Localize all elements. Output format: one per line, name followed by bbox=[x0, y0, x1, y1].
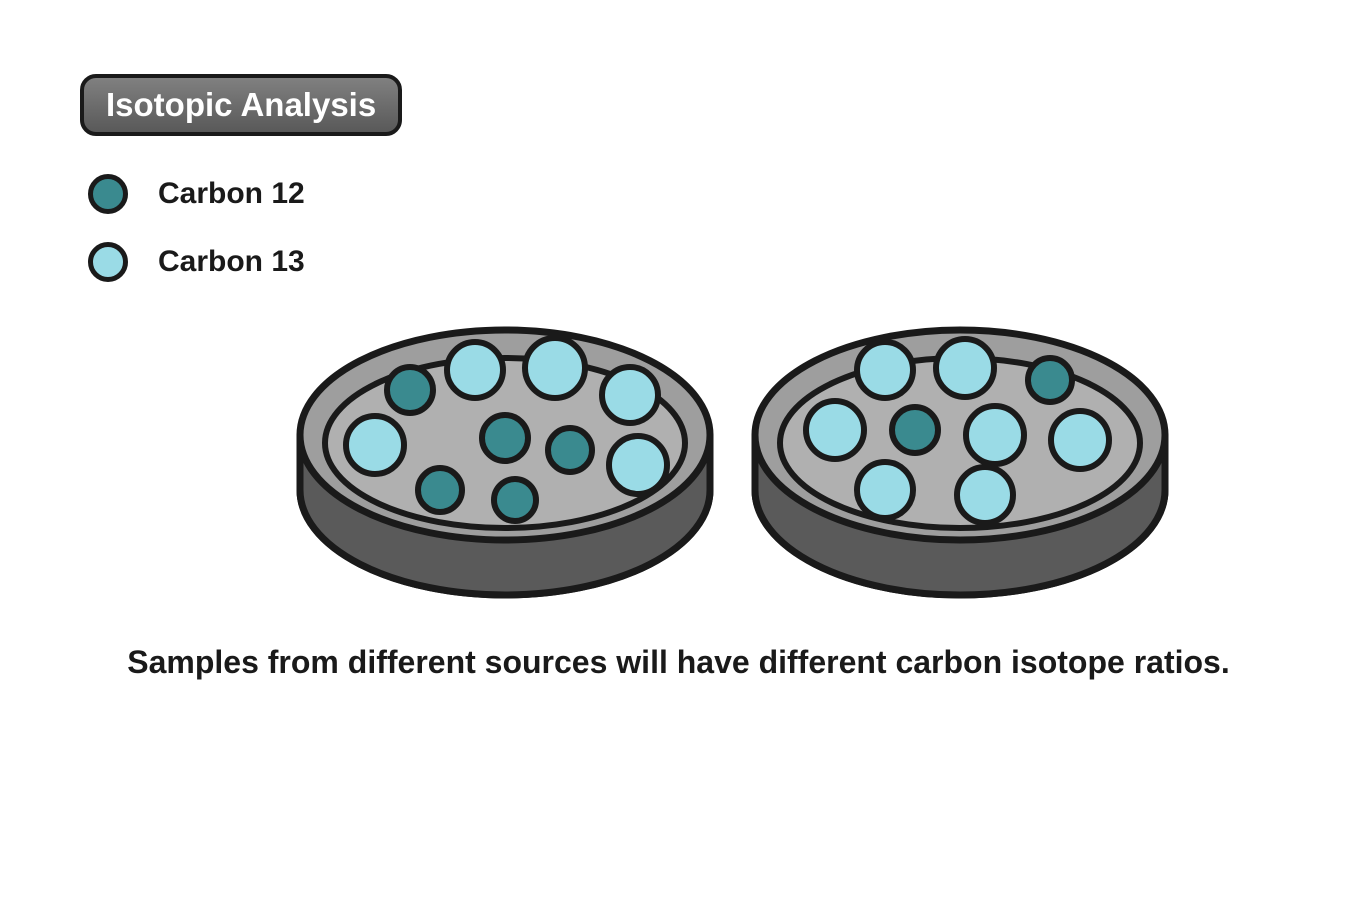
atom-c12 bbox=[482, 415, 528, 461]
atom-c13 bbox=[525, 338, 585, 398]
title-badge: Isotopic Analysis bbox=[80, 74, 402, 136]
atom-c13 bbox=[966, 406, 1024, 464]
petri-dish-0 bbox=[300, 330, 710, 595]
atom-c13 bbox=[957, 467, 1013, 523]
atom-c12 bbox=[1028, 358, 1072, 402]
legend-item-c13: Carbon 13 bbox=[88, 242, 305, 282]
atom-c13 bbox=[936, 339, 994, 397]
atom-c12 bbox=[548, 428, 592, 472]
atom-c13 bbox=[447, 342, 503, 398]
legend-item-c12: Carbon 12 bbox=[88, 174, 305, 214]
dishes-svg bbox=[280, 290, 1180, 600]
legend-label-c12: Carbon 12 bbox=[158, 177, 305, 211]
atom-c12 bbox=[494, 479, 536, 521]
legend-circle-c13 bbox=[88, 242, 128, 282]
atom-c12 bbox=[892, 407, 938, 453]
atom-c13 bbox=[806, 401, 864, 459]
dishes-container bbox=[280, 290, 1180, 600]
legend-label-c13: Carbon 13 bbox=[158, 245, 305, 279]
atom-c12 bbox=[387, 367, 433, 413]
legend: Carbon 12 Carbon 13 bbox=[88, 174, 305, 310]
atom-c13 bbox=[346, 416, 404, 474]
caption: Samples from different sources will have… bbox=[0, 644, 1357, 681]
atom-c13 bbox=[609, 436, 667, 494]
caption-text: Samples from different sources will have… bbox=[127, 644, 1229, 680]
atom-c13 bbox=[1051, 411, 1109, 469]
petri-dish-1 bbox=[755, 330, 1165, 595]
atom-c12 bbox=[418, 468, 462, 512]
legend-circle-c12 bbox=[88, 174, 128, 214]
atom-c13 bbox=[857, 462, 913, 518]
title-text: Isotopic Analysis bbox=[106, 86, 376, 123]
atom-c13 bbox=[602, 367, 658, 423]
atom-c13 bbox=[857, 342, 913, 398]
